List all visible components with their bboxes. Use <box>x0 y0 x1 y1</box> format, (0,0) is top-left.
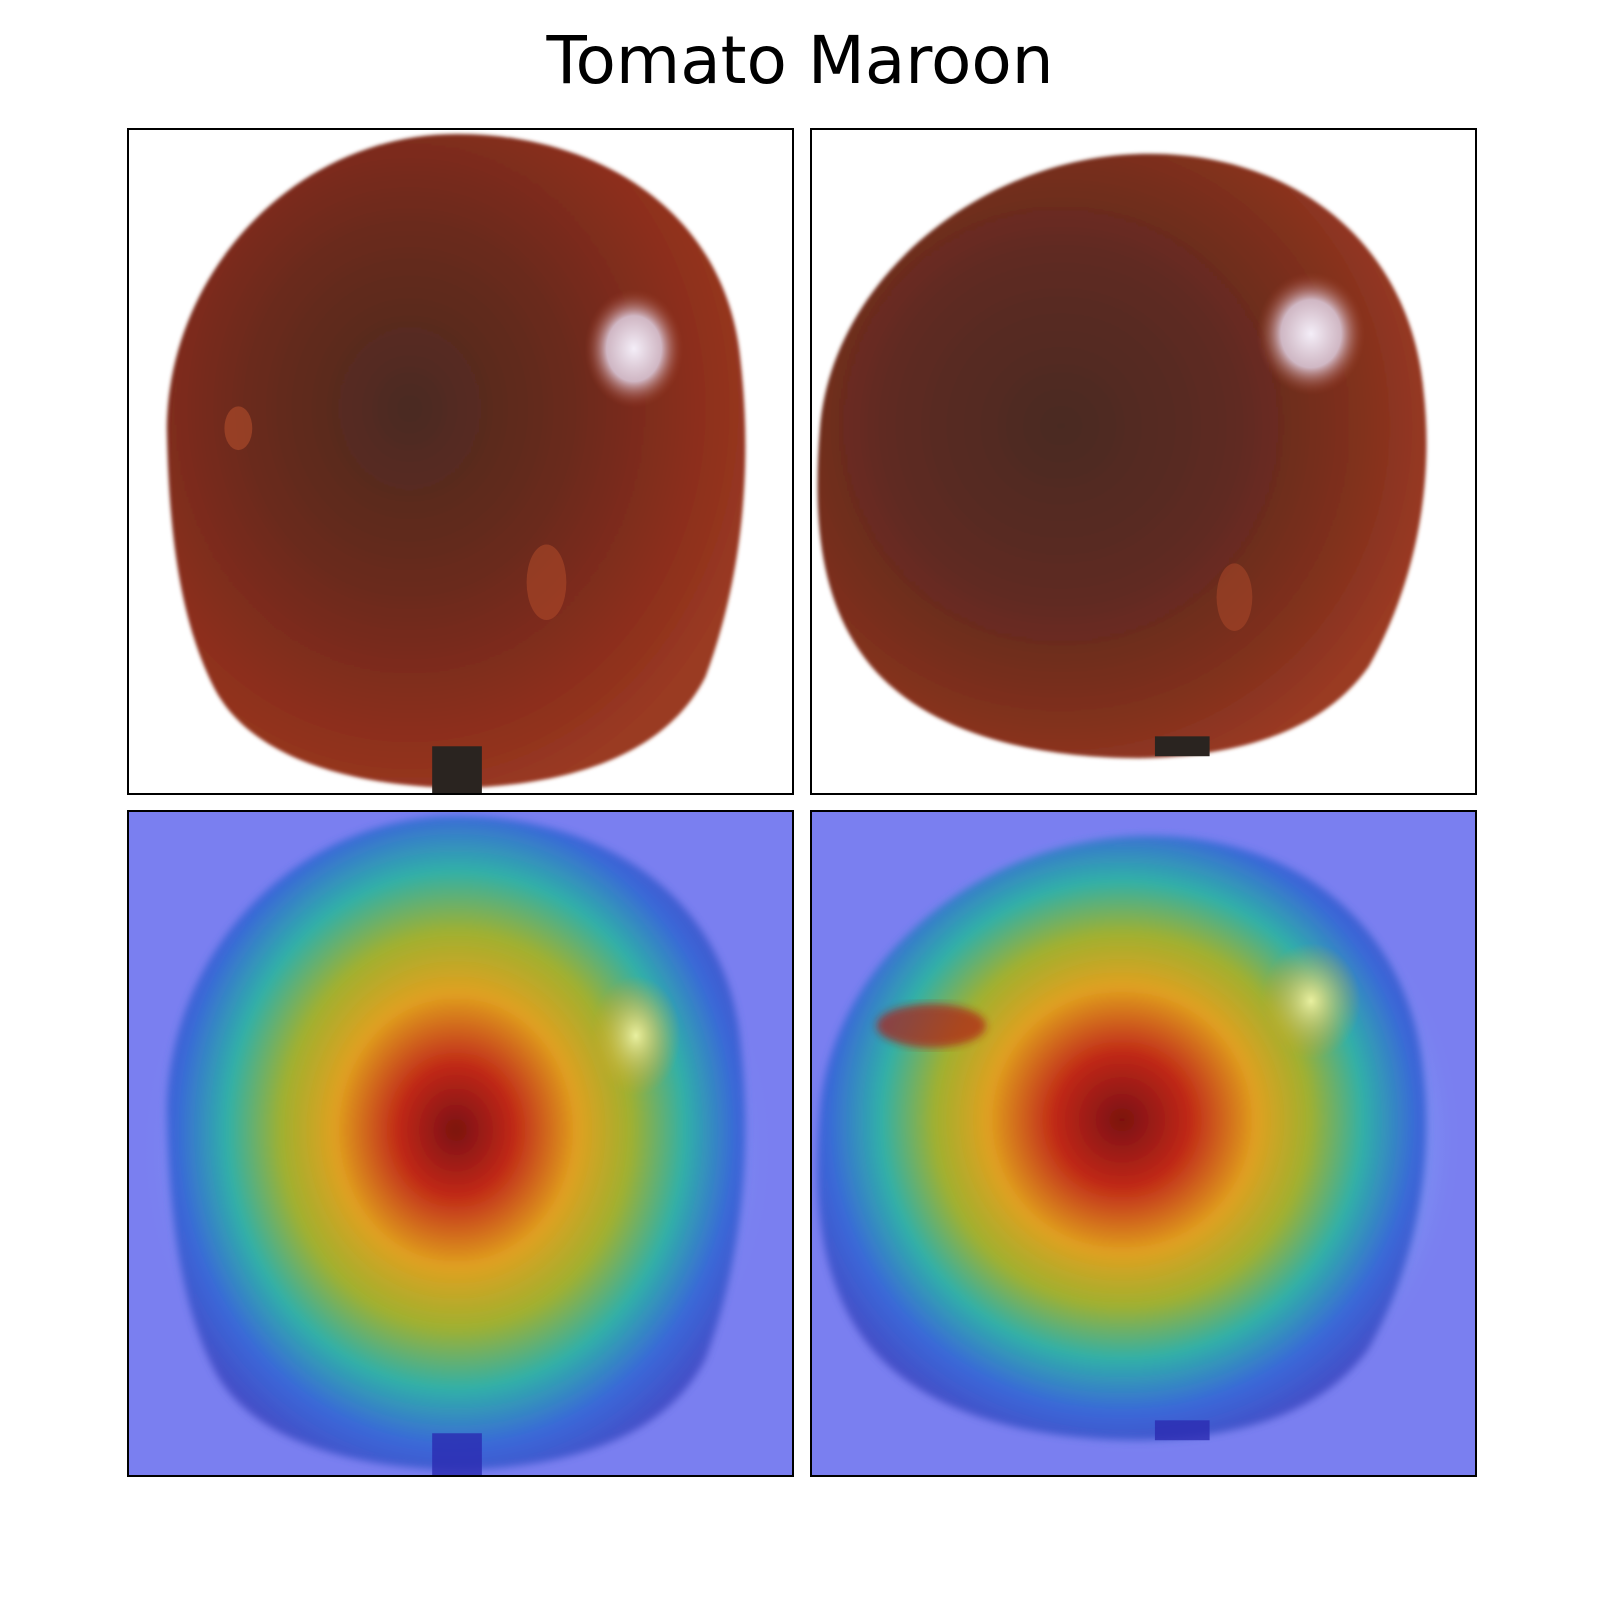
activation-heatmap-panel-2 <box>810 810 1477 1477</box>
activation-heatmap-panel-1 <box>127 810 794 1477</box>
activation-heatmap-overlay <box>812 812 1475 1475</box>
tomato-photo-panel-1 <box>127 128 794 795</box>
figure-title: Tomato Maroon <box>546 22 1054 99</box>
activation-heatmap-overlay <box>129 812 792 1475</box>
tomato-photo-image <box>129 130 792 793</box>
tomato-photo-panel-2 <box>810 128 1477 795</box>
tomato-photo-image <box>812 130 1475 793</box>
